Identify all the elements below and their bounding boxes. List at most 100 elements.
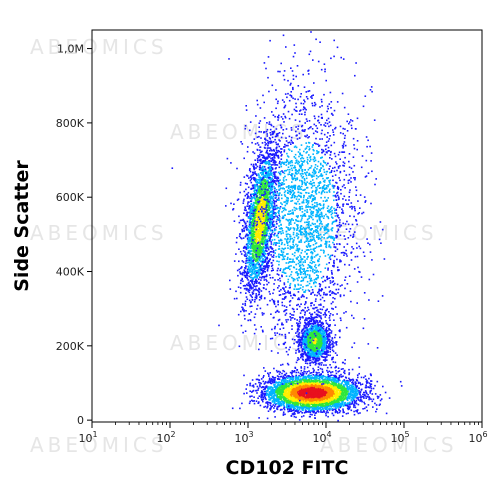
data-point: [260, 246, 262, 248]
data-point: [272, 192, 275, 195]
data-point: [251, 299, 254, 301]
data-point: [253, 242, 255, 244]
data-point: [324, 334, 326, 336]
data-point: [268, 265, 270, 267]
data-point: [268, 183, 271, 186]
data-point: [252, 151, 254, 153]
data-point: [319, 335, 322, 337]
data-point: [322, 330, 324, 333]
data-point: [273, 200, 276, 203]
data-point: [297, 322, 300, 325]
data-point: [267, 246, 269, 248]
data-point: [249, 214, 251, 216]
data-point: [277, 232, 280, 235]
data-point: [251, 217, 253, 220]
data-point: [262, 250, 264, 253]
watermark-text: ABEOMICS: [30, 35, 168, 59]
data-point: [327, 329, 329, 332]
data-point: [259, 270, 261, 272]
data-point: [353, 406, 355, 408]
data-point: [327, 415, 329, 418]
data-point: [272, 191, 275, 193]
data-point: [325, 390, 328, 393]
data-point: [318, 343, 320, 346]
data-point: [252, 187, 255, 190]
data-point: [317, 333, 319, 335]
data-point: [270, 210, 273, 213]
data-point: [268, 166, 271, 169]
data-point: [369, 390, 371, 392]
data-point: [256, 214, 259, 217]
data-point: [330, 366, 333, 369]
data-point: [258, 240, 261, 242]
data-point: [251, 305, 253, 307]
data-point: [253, 167, 256, 170]
data-point: [275, 180, 278, 182]
data-point: [271, 387, 274, 390]
data-point: [255, 197, 258, 199]
data-point: [263, 219, 265, 221]
data-point: [250, 175, 252, 177]
data-point: [261, 198, 264, 201]
data-point: [248, 226, 251, 229]
data-point: [257, 197, 259, 199]
data-point: [259, 238, 262, 240]
data-point: [240, 267, 242, 270]
data-point: [311, 361, 313, 363]
data-point: [251, 282, 254, 285]
data-point: [330, 371, 332, 374]
data-point: [267, 266, 270, 269]
data-point: [315, 337, 317, 340]
data-point: [316, 340, 318, 342]
data-point: [315, 327, 317, 329]
data-point: [258, 213, 260, 216]
data-point: [245, 289, 248, 291]
data-point: [252, 163, 255, 166]
data-point: [270, 184, 272, 187]
data-point: [246, 284, 249, 287]
data-point: [263, 241, 265, 243]
data-point: [327, 351, 329, 354]
data-point: [307, 342, 310, 344]
data-point: [253, 280, 256, 283]
data-point: [349, 380, 351, 382]
data-point: [314, 342, 317, 345]
data-point: [253, 402, 256, 405]
data-point: [271, 229, 274, 232]
data-point: [321, 332, 323, 334]
data-point: [275, 141, 277, 144]
data-point: [254, 219, 257, 221]
data-point: [241, 219, 243, 221]
data-point: [303, 324, 306, 327]
data-point: [303, 325, 306, 328]
data-point: [241, 229, 244, 232]
data-point: [257, 278, 260, 281]
data-point: [327, 350, 329, 352]
data-point: [245, 213, 248, 216]
data-point: [320, 334, 323, 336]
data-point: [305, 349, 307, 351]
data-point: [264, 202, 267, 205]
data-point: [243, 309, 245, 311]
data-point: [297, 357, 299, 359]
data-point: [264, 196, 266, 198]
data-point: [245, 296, 248, 298]
data-point: [301, 348, 304, 350]
data-point: [250, 236, 252, 239]
data-point: [270, 254, 272, 256]
data-point: [248, 255, 250, 258]
data-point: [269, 227, 272, 229]
data-point: [312, 377, 315, 379]
data-point: [255, 274, 257, 276]
data-point: [257, 226, 260, 228]
data-point: [251, 187, 254, 190]
data-point: [266, 175, 269, 177]
data-point: [262, 257, 264, 260]
data-point: [267, 235, 270, 237]
data-point: [256, 231, 259, 233]
data-point: [336, 411, 339, 413]
data-point: [318, 345, 320, 347]
data-point: [249, 224, 252, 227]
data-point: [242, 285, 245, 287]
data-point: [262, 376, 264, 379]
